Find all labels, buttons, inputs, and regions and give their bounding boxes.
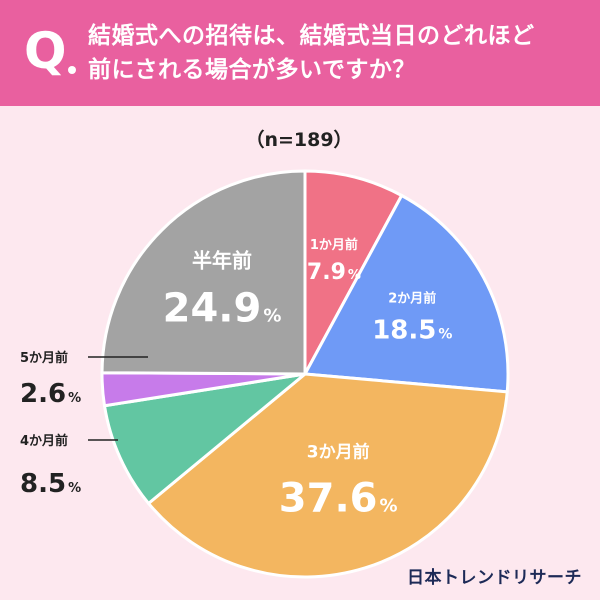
pie-slice (303, 169, 404, 376)
slice-label: 3か月前 (307, 442, 370, 463)
slice-value: 18.5% (372, 315, 452, 345)
pie-slice (147, 372, 509, 579)
q-badge-icon: Q (24, 20, 84, 90)
slice-value: 24.9% (163, 285, 282, 331)
slice-label: 5か月前 (20, 350, 68, 366)
q-dot (68, 66, 76, 74)
slice-label: 半年前 (192, 248, 252, 272)
brand-logo: 日本トレンドリサーチ (407, 568, 582, 588)
slice-value: 2.6% (20, 379, 81, 409)
question-line-1: 結婚式への招待は、結婚式当日のどれほど (88, 23, 535, 49)
slice-value: 8.5% (20, 469, 81, 499)
pie-labels: 1か月前 7.9 % 2か月前 18.5 % 3か月前 37.6 % 4か月前 8.5 % 5か月前 2.… (20, 237, 452, 522)
pie-slice (100, 169, 307, 376)
pie-slices (100, 169, 510, 579)
slice-label: 2か月前 (388, 290, 436, 306)
slice-label: 1か月前 (310, 237, 358, 253)
question-header: Q 結婚式への招待は、結婚式当日のどれほど 前にされる場合が多いですか？ (0, 0, 600, 106)
pie-slice (102, 372, 307, 505)
sample-size-label: （n=189） (245, 128, 352, 151)
slice-value: 37.6% (279, 476, 398, 522)
slice-value: 7.9% (307, 260, 361, 285)
question-line-2: 前にされる場合が多いですか？ (88, 57, 416, 83)
pie-slice (303, 193, 510, 394)
q-letter: Q (24, 22, 67, 80)
question-text: 結婚式への招待は、結婚式当日のどれほど 前にされる場合が多いですか？ (88, 19, 583, 87)
slice-label: 4か月前 (20, 433, 68, 449)
